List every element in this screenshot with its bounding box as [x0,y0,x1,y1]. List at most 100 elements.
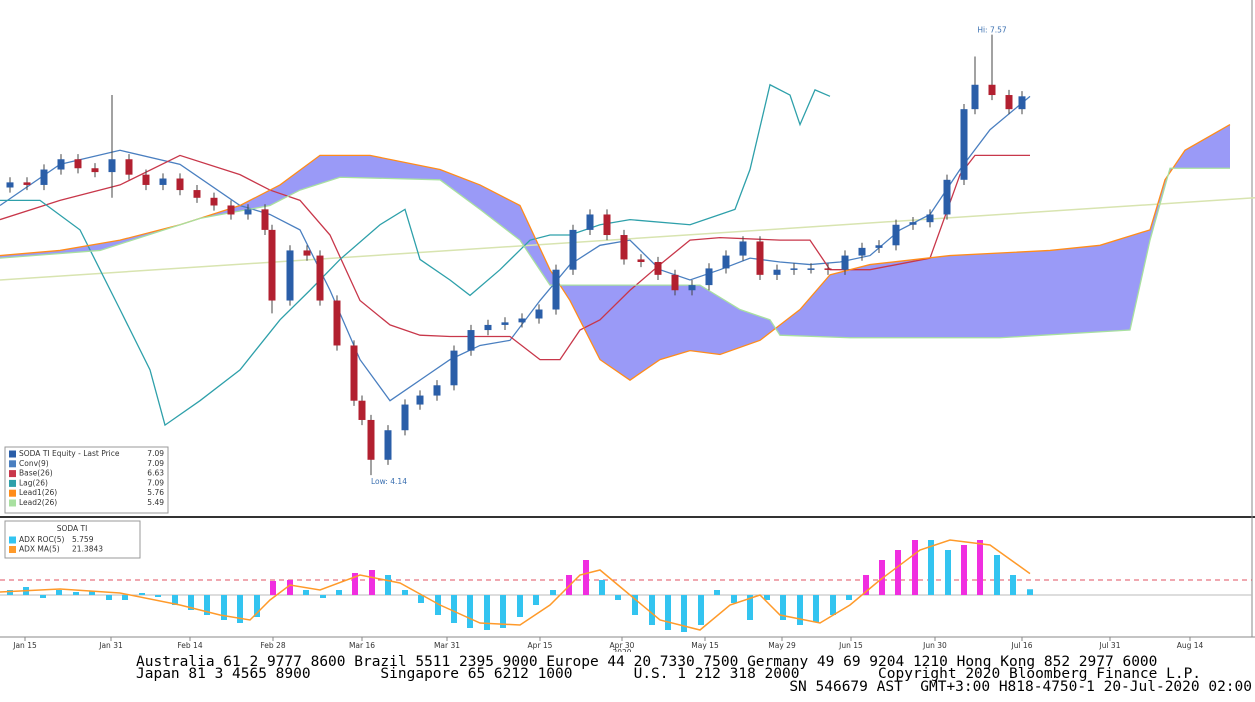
candle-body [358,400,366,420]
bar [533,595,539,605]
candle-body [416,395,424,405]
x-tick-label: Jun 15 [838,641,863,650]
candle-body [91,168,99,173]
bar [583,560,589,595]
candle-body [705,268,713,286]
legend-value: 5.49 [147,498,164,507]
candle-body [484,324,492,331]
ma-line [0,539,1031,631]
legend-swatch [9,450,16,458]
candle-body [244,209,252,215]
candle-body [384,430,392,460]
bar [649,595,655,625]
candle-body [586,214,594,230]
candle-body [552,269,560,310]
candle-body [125,159,133,175]
bar [139,593,145,595]
legend-value: 7.09 [147,449,164,458]
legend-swatch [9,479,16,487]
x-tick-label: Feb 14 [177,641,202,650]
legend-swatch [9,536,16,544]
candle-body [943,179,951,215]
bar [813,595,819,622]
bar [122,595,128,600]
bar [320,595,326,598]
candle-body [501,322,509,325]
legend-label: ADX ROC(5) [19,535,64,544]
bar [599,580,605,595]
bar [714,590,720,595]
x-tick-label: Mar 16 [349,641,375,650]
candle-body [303,250,311,256]
candle-body [210,197,218,206]
legend-label: Base(26) [19,469,53,478]
indicator-line [0,154,1030,361]
legend-label: Lead2(26) [19,498,57,507]
candle-body [57,159,65,170]
chart: Hi: 7.57 Low: 4.14 SODA TI Equity - Last P… [0,0,1255,652]
candle-body [6,182,14,188]
bar [435,595,441,615]
candle-body [688,285,696,291]
candle-body [807,268,815,270]
candle-body [671,274,679,291]
footer-line: Japan 81 3 4565 8900 Singapore 65 6212 1… [136,666,1202,682]
candle-body [858,247,866,256]
bar [237,595,243,623]
bar [1027,589,1033,595]
x-tick-label: Mar 31 [434,641,460,650]
legend-value: 21.3843 [72,545,103,554]
x-tick-label: Apr 15 [528,641,553,650]
legend-swatch [9,489,16,497]
bar [467,595,473,628]
candle-body [450,350,458,386]
x-tick-label: May 15 [691,641,719,650]
bar [40,595,46,598]
bar [517,595,523,617]
bar [846,595,852,600]
legend-label: ADX MA(5) [19,545,60,554]
bar [665,595,671,630]
legend-swatch [9,460,16,468]
candle-body [637,259,645,262]
legend-value: 7.09 [147,459,164,468]
bar [270,581,276,595]
candle-body [193,190,201,198]
bar [484,595,490,630]
candle-body [603,214,611,236]
candle-body [23,182,31,185]
legend-label: Conv(9) [19,459,49,468]
bar [336,590,342,595]
bar [89,591,95,595]
x-tick-label: Jul 31 [1099,641,1121,650]
x-tick-label: Feb 28 [260,641,285,650]
candle-body [433,385,441,396]
indicator-panel: Jan 15 Jan 31 Feb 14 Feb 28 Mar 16 Mar 31 Apr … [0,520,1252,652]
bar [780,595,786,620]
legend-value: 5.76 [147,488,164,497]
bar [254,595,260,617]
indicator-line [0,124,1231,381]
bar [221,595,227,620]
candle-body [518,318,526,323]
bar [1010,575,1016,595]
candle-body [108,159,116,173]
candle-body [268,229,276,301]
x-tick-label: Jan 15 [12,641,37,650]
candle-body [316,255,324,301]
bar [632,595,638,615]
candle-body [739,241,747,256]
bar [747,595,753,620]
bar [912,540,918,595]
bar [550,590,556,595]
bar [106,595,112,600]
x-tick-label: Jun 30 [922,641,947,650]
candle-body [875,245,883,248]
ichimoku-cloud [0,124,1230,381]
candle-body [569,229,577,270]
bar [879,560,885,595]
legend-value: 6.63 [147,469,164,478]
candle-body [756,241,764,275]
candle-body [1018,96,1026,110]
